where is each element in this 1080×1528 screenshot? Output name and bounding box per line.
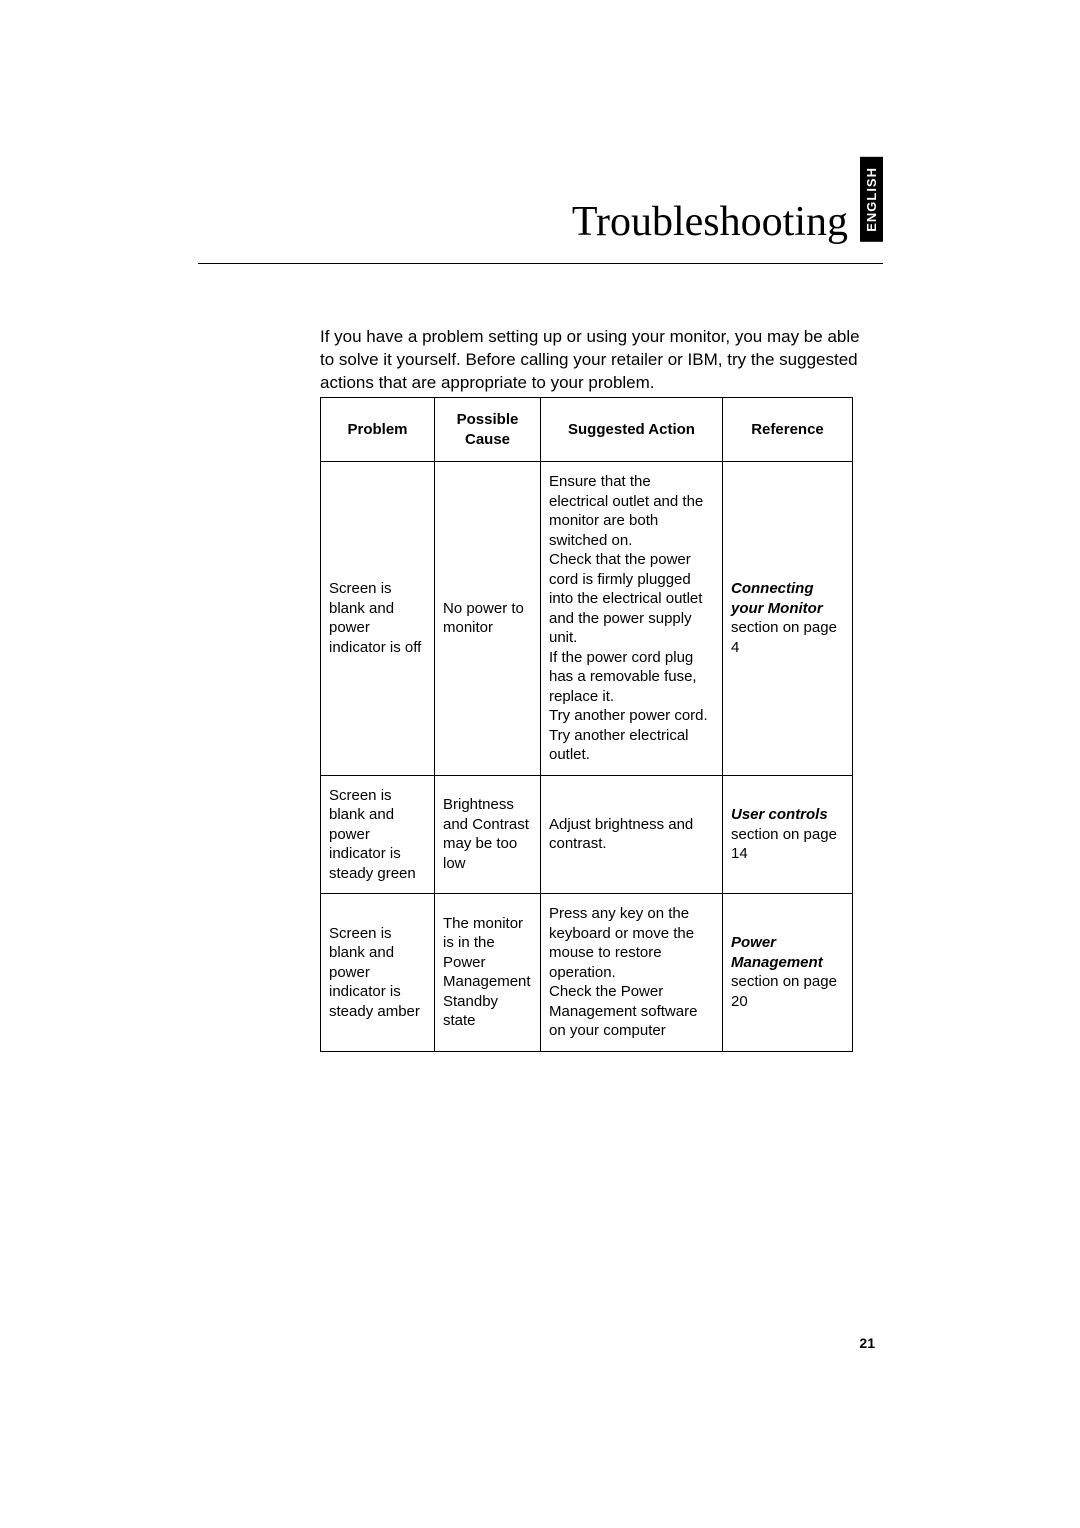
page-number: 21 (859, 1335, 875, 1351)
cell-problem: Screen is blank and power indicator is o… (321, 462, 435, 776)
cell-cause: No power to monitor (435, 462, 541, 776)
cell-problem: Screen is blank and power indicator is s… (321, 894, 435, 1052)
reference-rest: section on page 4 (731, 619, 837, 656)
table-header-row: Problem Possible Cause Suggested Action … (321, 398, 853, 462)
page-title: Troubleshooting (572, 198, 848, 246)
reference-rest: section on page 20 (731, 973, 837, 1010)
reference-title: User controls (731, 806, 828, 823)
table-row: Screen is blank and power indicator is o… (321, 462, 853, 776)
header-cause: Possible Cause (435, 398, 541, 462)
reference-title: Connecting your Monitor (731, 580, 823, 617)
cell-action: Ensure that the electrical outlet and th… (541, 462, 723, 776)
cell-cause: Brightness and Contrast may be too low (435, 775, 541, 894)
title-rule (198, 263, 883, 264)
reference-rest: section on page 14 (731, 826, 837, 863)
table-row: Screen is blank and power indicator is s… (321, 894, 853, 1052)
table-row: Screen is blank and power indicator is s… (321, 775, 853, 894)
cell-action: Adjust brightness and contrast. (541, 775, 723, 894)
language-tab: ENGLISH (860, 157, 883, 242)
cell-reference: Power Management section on page 20 (723, 894, 853, 1052)
document-page: ENGLISH Troubleshooting If you have a pr… (0, 0, 1080, 1528)
cell-problem: Screen is blank and power indicator is s… (321, 775, 435, 894)
reference-title: Power Management (731, 934, 823, 971)
cell-cause: The monitor is in the Power Management S… (435, 894, 541, 1052)
header-action: Suggested Action (541, 398, 723, 462)
cell-reference: Connecting your Monitor section on page … (723, 462, 853, 776)
intro-paragraph: If you have a problem setting up or usin… (320, 326, 860, 395)
header-problem: Problem (321, 398, 435, 462)
header-reference: Reference (723, 398, 853, 462)
cell-reference: User controls section on page 14 (723, 775, 853, 894)
troubleshooting-table: Problem Possible Cause Suggested Action … (320, 397, 853, 1052)
cell-action: Press any key on the keyboard or move th… (541, 894, 723, 1052)
